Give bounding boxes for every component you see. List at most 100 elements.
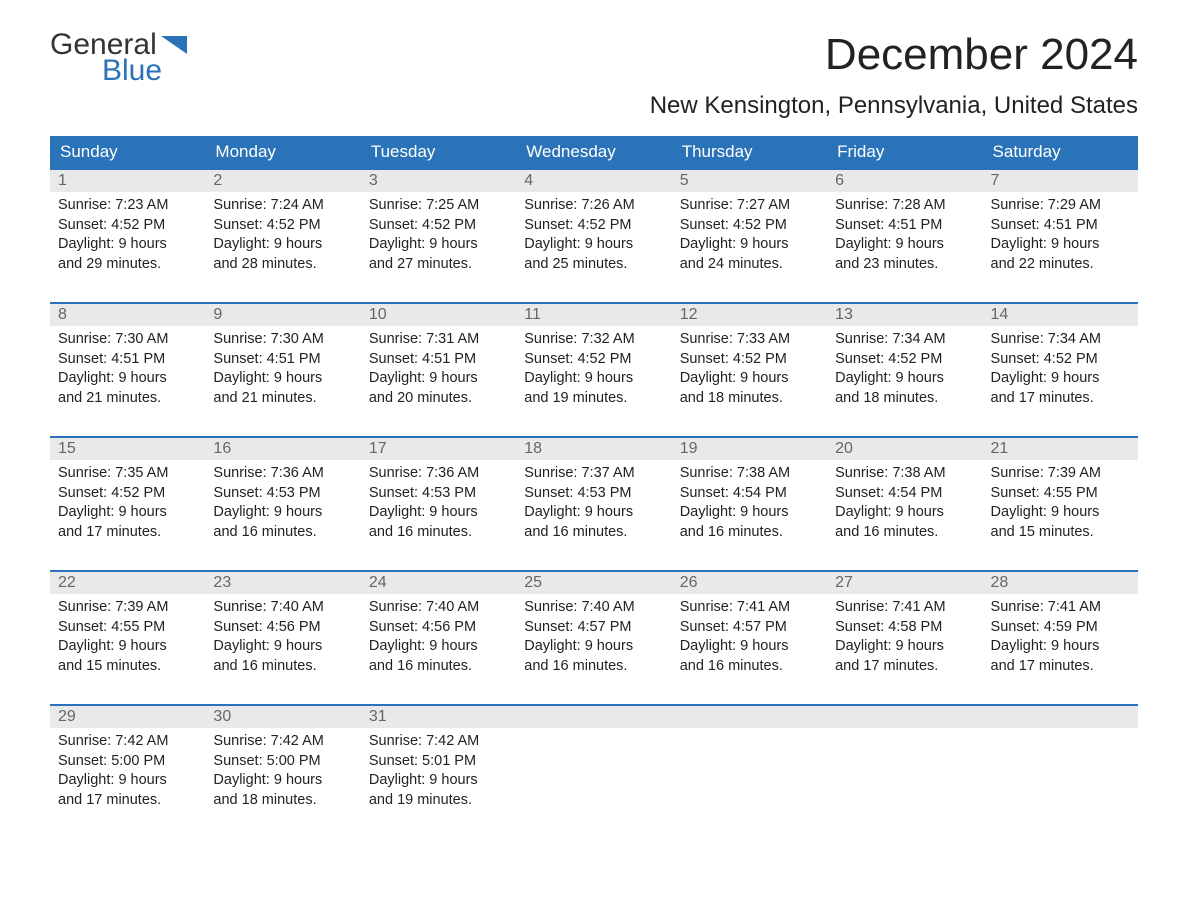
- day-body: Sunrise: 7:24 AMSunset: 4:52 PMDaylight:…: [205, 192, 360, 280]
- dl2-text: and 16 minutes.: [369, 657, 508, 677]
- day-cell: 8Sunrise: 7:30 AMSunset: 4:51 PMDaylight…: [50, 304, 205, 422]
- sunset-text: Sunset: 4:52 PM: [524, 350, 663, 370]
- dl2-text: and 17 minutes.: [991, 389, 1130, 409]
- day-cell: [516, 706, 671, 824]
- dl2-text: and 16 minutes.: [213, 657, 352, 677]
- sunrise-text: Sunrise: 7:35 AM: [58, 464, 197, 484]
- day-body: Sunrise: 7:38 AMSunset: 4:54 PMDaylight:…: [672, 460, 827, 548]
- page-title: December 2024: [825, 30, 1138, 80]
- day-cell: 7Sunrise: 7:29 AMSunset: 4:51 PMDaylight…: [983, 170, 1138, 288]
- day-cell: 16Sunrise: 7:36 AMSunset: 4:53 PMDayligh…: [205, 438, 360, 556]
- day-body: Sunrise: 7:37 AMSunset: 4:53 PMDaylight:…: [516, 460, 671, 548]
- sunrise-text: Sunrise: 7:37 AM: [524, 464, 663, 484]
- day-body: Sunrise: 7:30 AMSunset: 4:51 PMDaylight:…: [50, 326, 205, 414]
- sunset-text: Sunset: 4:51 PM: [991, 216, 1130, 236]
- day-body: Sunrise: 7:32 AMSunset: 4:52 PMDaylight:…: [516, 326, 671, 414]
- day-number: 7: [983, 170, 1138, 192]
- day-number: 4: [516, 170, 671, 192]
- day-cell: 19Sunrise: 7:38 AMSunset: 4:54 PMDayligh…: [672, 438, 827, 556]
- sunrise-text: Sunrise: 7:34 AM: [835, 330, 974, 350]
- logo-flag-icon: [161, 36, 187, 54]
- dl1-text: Daylight: 9 hours: [991, 637, 1130, 657]
- day-header: Tuesday: [361, 136, 516, 168]
- dl2-text: and 16 minutes.: [680, 657, 819, 677]
- day-number: 18: [516, 438, 671, 460]
- sunset-text: Sunset: 4:56 PM: [213, 618, 352, 638]
- dl1-text: Daylight: 9 hours: [680, 235, 819, 255]
- day-number: 17: [361, 438, 516, 460]
- sunrise-text: Sunrise: 7:31 AM: [369, 330, 508, 350]
- sunrise-text: Sunrise: 7:38 AM: [835, 464, 974, 484]
- location-subtitle: New Kensington, Pennsylvania, United Sta…: [50, 92, 1138, 120]
- week-row: 15Sunrise: 7:35 AMSunset: 4:52 PMDayligh…: [50, 436, 1138, 556]
- day-body: Sunrise: 7:34 AMSunset: 4:52 PMDaylight:…: [983, 326, 1138, 414]
- sunset-text: Sunset: 4:54 PM: [680, 484, 819, 504]
- day-number: [827, 706, 982, 728]
- day-number: [516, 706, 671, 728]
- day-body: Sunrise: 7:30 AMSunset: 4:51 PMDaylight:…: [205, 326, 360, 414]
- dl1-text: Daylight: 9 hours: [369, 637, 508, 657]
- day-body: Sunrise: 7:42 AMSunset: 5:00 PMDaylight:…: [205, 728, 360, 816]
- day-cell: 25Sunrise: 7:40 AMSunset: 4:57 PMDayligh…: [516, 572, 671, 690]
- sunset-text: Sunset: 5:00 PM: [213, 752, 352, 772]
- day-cell: 11Sunrise: 7:32 AMSunset: 4:52 PMDayligh…: [516, 304, 671, 422]
- dl1-text: Daylight: 9 hours: [680, 503, 819, 523]
- dl1-text: Daylight: 9 hours: [369, 235, 508, 255]
- day-body: Sunrise: 7:39 AMSunset: 4:55 PMDaylight:…: [50, 594, 205, 682]
- logo-text-blue: Blue: [102, 56, 187, 86]
- day-body: Sunrise: 7:33 AMSunset: 4:52 PMDaylight:…: [672, 326, 827, 414]
- sunset-text: Sunset: 4:51 PM: [58, 350, 197, 370]
- day-cell: 5Sunrise: 7:27 AMSunset: 4:52 PMDaylight…: [672, 170, 827, 288]
- sunrise-text: Sunrise: 7:41 AM: [835, 598, 974, 618]
- day-number: 20: [827, 438, 982, 460]
- day-cell: 31Sunrise: 7:42 AMSunset: 5:01 PMDayligh…: [361, 706, 516, 824]
- sunrise-text: Sunrise: 7:41 AM: [680, 598, 819, 618]
- day-cell: 21Sunrise: 7:39 AMSunset: 4:55 PMDayligh…: [983, 438, 1138, 556]
- sunrise-text: Sunrise: 7:42 AM: [369, 732, 508, 752]
- dl2-text: and 19 minutes.: [369, 791, 508, 811]
- sunrise-text: Sunrise: 7:40 AM: [524, 598, 663, 618]
- day-body: Sunrise: 7:34 AMSunset: 4:52 PMDaylight:…: [827, 326, 982, 414]
- day-header-row: Sunday Monday Tuesday Wednesday Thursday…: [50, 136, 1138, 168]
- day-number: 5: [672, 170, 827, 192]
- dl1-text: Daylight: 9 hours: [524, 503, 663, 523]
- dl2-text: and 16 minutes.: [213, 523, 352, 543]
- day-cell: 26Sunrise: 7:41 AMSunset: 4:57 PMDayligh…: [672, 572, 827, 690]
- logo: General Blue: [50, 30, 187, 86]
- sunset-text: Sunset: 5:01 PM: [369, 752, 508, 772]
- dl2-text: and 16 minutes.: [835, 523, 974, 543]
- dl1-text: Daylight: 9 hours: [524, 637, 663, 657]
- day-number: [672, 706, 827, 728]
- day-cell: 9Sunrise: 7:30 AMSunset: 4:51 PMDaylight…: [205, 304, 360, 422]
- day-body: Sunrise: 7:39 AMSunset: 4:55 PMDaylight:…: [983, 460, 1138, 548]
- day-body: Sunrise: 7:41 AMSunset: 4:59 PMDaylight:…: [983, 594, 1138, 682]
- sunset-text: Sunset: 4:52 PM: [680, 350, 819, 370]
- sunset-text: Sunset: 4:51 PM: [835, 216, 974, 236]
- day-body: Sunrise: 7:40 AMSunset: 4:57 PMDaylight:…: [516, 594, 671, 682]
- day-number: 26: [672, 572, 827, 594]
- dl1-text: Daylight: 9 hours: [991, 369, 1130, 389]
- sunset-text: Sunset: 4:52 PM: [835, 350, 974, 370]
- sunset-text: Sunset: 4:53 PM: [369, 484, 508, 504]
- dl2-text: and 29 minutes.: [58, 255, 197, 275]
- day-body: Sunrise: 7:35 AMSunset: 4:52 PMDaylight:…: [50, 460, 205, 548]
- sunrise-text: Sunrise: 7:23 AM: [58, 196, 197, 216]
- day-cell: 10Sunrise: 7:31 AMSunset: 4:51 PMDayligh…: [361, 304, 516, 422]
- day-body: Sunrise: 7:25 AMSunset: 4:52 PMDaylight:…: [361, 192, 516, 280]
- sunrise-text: Sunrise: 7:29 AM: [991, 196, 1130, 216]
- dl2-text: and 22 minutes.: [991, 255, 1130, 275]
- sunrise-text: Sunrise: 7:28 AM: [835, 196, 974, 216]
- dl2-text: and 23 minutes.: [835, 255, 974, 275]
- dl2-text: and 21 minutes.: [58, 389, 197, 409]
- day-cell: 3Sunrise: 7:25 AMSunset: 4:52 PMDaylight…: [361, 170, 516, 288]
- sunrise-text: Sunrise: 7:32 AM: [524, 330, 663, 350]
- dl1-text: Daylight: 9 hours: [835, 369, 974, 389]
- day-number: [983, 706, 1138, 728]
- sunset-text: Sunset: 4:55 PM: [991, 484, 1130, 504]
- dl1-text: Daylight: 9 hours: [58, 771, 197, 791]
- calendar: Sunday Monday Tuesday Wednesday Thursday…: [50, 136, 1138, 824]
- day-cell: [983, 706, 1138, 824]
- dl2-text: and 17 minutes.: [835, 657, 974, 677]
- day-number: 15: [50, 438, 205, 460]
- day-number: 21: [983, 438, 1138, 460]
